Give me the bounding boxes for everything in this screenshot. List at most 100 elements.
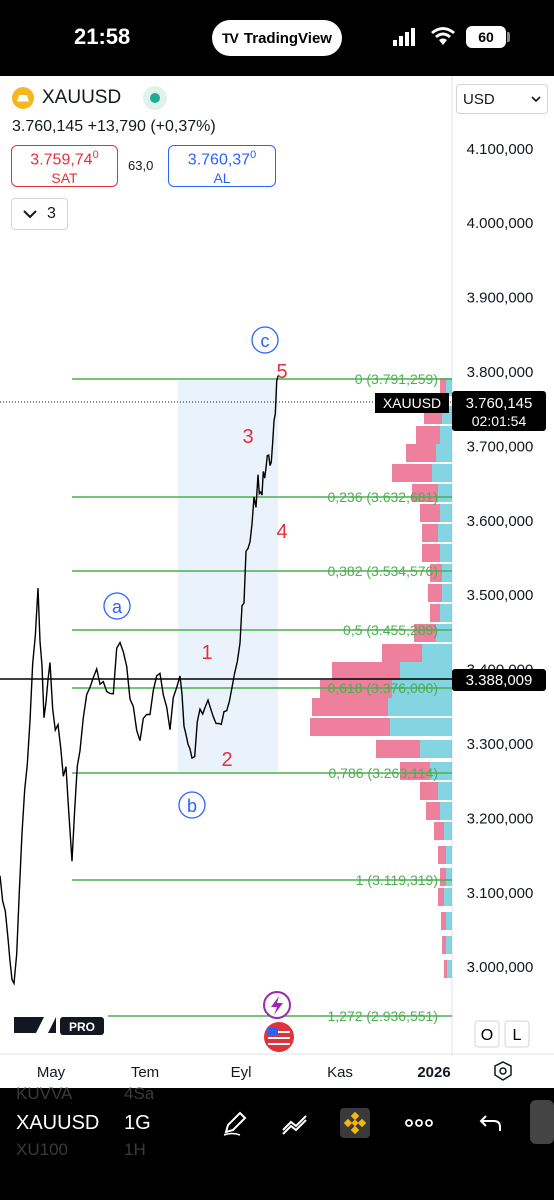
tradingview-logo-icon: TV	[222, 30, 239, 46]
bar-countdown: 02:01:54	[472, 413, 527, 429]
buy-price: 3.760,37	[187, 151, 251, 169]
sell-price: 3.759,74	[30, 151, 93, 169]
wave-c-circle	[251, 326, 279, 354]
toolbar-interval[interactable]: 1G	[124, 1112, 151, 1134]
toolbar-symbol[interactable]: XAUUSD	[16, 1112, 100, 1134]
volume-bar	[444, 888, 452, 906]
trend-lines-icon[interactable]	[280, 1108, 310, 1138]
fib-level-label: 0,786 (3.263,114)	[329, 765, 439, 781]
ghost-interval-1: 4Sa	[124, 1084, 155, 1103]
chevron-down-icon	[23, 210, 37, 219]
draw-pen-icon[interactable]	[220, 1108, 250, 1138]
volume-bar	[422, 644, 452, 662]
binance-icon[interactable]	[340, 1108, 370, 1138]
lightning-glyph-icon	[271, 996, 283, 1015]
volume-bar	[440, 378, 446, 396]
volume-bar	[388, 698, 452, 716]
sell-button[interactable]: 3.759,740 SAT	[11, 145, 118, 187]
time-axis[interactable]: May Tem Eyl Kas 2026	[37, 1064, 451, 1081]
lock-scale-button[interactable]	[504, 1020, 530, 1048]
chart-settings-icon[interactable]	[494, 1061, 512, 1081]
volume-bar	[438, 846, 446, 864]
fib-level-label: 0 (3.791,259)	[355, 371, 438, 387]
crosshair-price-value: 3.388,009	[466, 672, 533, 689]
volume-bar	[436, 444, 452, 462]
chevron-down-icon	[531, 95, 541, 102]
volume-bar	[420, 504, 440, 522]
wave-a-circle	[103, 592, 131, 620]
battery-level: 60	[478, 29, 494, 45]
volume-bar	[420, 782, 438, 800]
undo-icon[interactable]	[476, 1108, 506, 1138]
wave-5-label: 5	[276, 361, 287, 383]
volume-bar	[438, 888, 444, 906]
scale-o-label: O	[481, 1027, 493, 1044]
wave-c-label: c	[261, 331, 270, 351]
volume-bar	[390, 718, 452, 736]
volume-bar	[447, 960, 452, 978]
price-axis[interactable]: 4.100,000 4.000,000 3.900,000 3.800,000 3.70…	[467, 141, 534, 976]
us-flag-canton-icon	[268, 1027, 278, 1035]
symbol-header[interactable]: XAUUSD	[12, 86, 168, 110]
volume-bar	[446, 912, 452, 930]
volume-bar	[442, 564, 452, 582]
buy-button[interactable]: 3.760,370 AL	[168, 145, 276, 187]
tradingview-pill[interactable]: TV TradingView	[212, 20, 342, 56]
fib-level-label: 1 (3.119,319)	[356, 872, 438, 888]
fib-level-label: 0,5 (3.455,289)	[343, 622, 438, 638]
volume-bar	[312, 698, 388, 716]
current-price-value: 3.760,145	[466, 395, 533, 412]
fibonacci-retracement[interactable]: 0 (3.791,259) 0,236 (3.632,681) 0,382 (3.5…	[72, 371, 452, 1024]
indicator-collapse-button[interactable]: 3	[11, 198, 68, 230]
volume-bar	[426, 802, 440, 820]
volume-bar	[438, 782, 452, 800]
current-price-tag	[452, 391, 546, 431]
tradingview-pill-label: TradingView	[243, 29, 332, 47]
signal-icon	[393, 28, 415, 46]
gold-icon	[12, 87, 34, 109]
currency-select[interactable]: USD	[456, 84, 548, 114]
price-chart[interactable]: 0 (3.791,259) 0,236 (3.632,681) 0,382 (3.5…	[0, 76, 554, 1088]
chart-app[interactable]: 0 (3.791,259) 0,236 (3.632,681) 0,382 (3.5…	[0, 76, 554, 1088]
wave-1-label: 1	[201, 642, 212, 664]
fib-level-label: 0,618 (3.376,000)	[327, 680, 438, 696]
scale-l-label: L	[513, 1027, 522, 1044]
volume-bar	[430, 564, 442, 582]
currency-value: USD	[463, 90, 495, 108]
ghost-symbol-1: KUVVA	[16, 1084, 73, 1103]
side-panel-handle[interactable]	[530, 1100, 554, 1144]
symbol-name[interactable]: XAUUSD	[42, 87, 122, 108]
price-series-line	[0, 375, 279, 986]
volume-bar	[422, 524, 438, 542]
volume-bar	[438, 524, 452, 542]
volume-bar	[444, 960, 447, 978]
volume-bar	[442, 406, 452, 424]
volume-bar	[392, 464, 432, 482]
price-tick: 4.000,000	[467, 215, 534, 232]
battery-icon: 60	[466, 26, 506, 48]
symbol-price-tag-label: XAUUSD	[383, 395, 441, 411]
volume-bar	[446, 378, 452, 396]
us-flag-stripe-icon	[268, 1031, 290, 1033]
price-tick: 4.100,000	[467, 141, 534, 158]
ghost-interval-2: 1H	[124, 1140, 146, 1159]
volume-bar	[440, 802, 452, 820]
volume-bar	[440, 868, 446, 886]
volume-bar	[332, 662, 400, 680]
volume-bar	[446, 868, 452, 886]
wave-a-label: a	[112, 597, 123, 617]
wave-3-label: 3	[242, 426, 253, 448]
volume-bar	[438, 484, 452, 502]
volume-profile	[310, 378, 452, 978]
volume-bar	[441, 912, 446, 930]
time-tick: Kas	[327, 1064, 353, 1081]
market-open-icon[interactable]	[143, 86, 168, 110]
volume-bar	[440, 426, 452, 444]
tradingview-watermark: PRO	[14, 1017, 104, 1035]
us-flag-stripe-icon	[268, 1043, 290, 1045]
time-tick: Eyl	[231, 1064, 252, 1081]
ghost-symbol-2: XU100	[16, 1140, 68, 1159]
more-options-icon[interactable]	[404, 1108, 434, 1138]
volume-bar	[434, 822, 444, 840]
log-scale-button[interactable]	[474, 1020, 500, 1048]
